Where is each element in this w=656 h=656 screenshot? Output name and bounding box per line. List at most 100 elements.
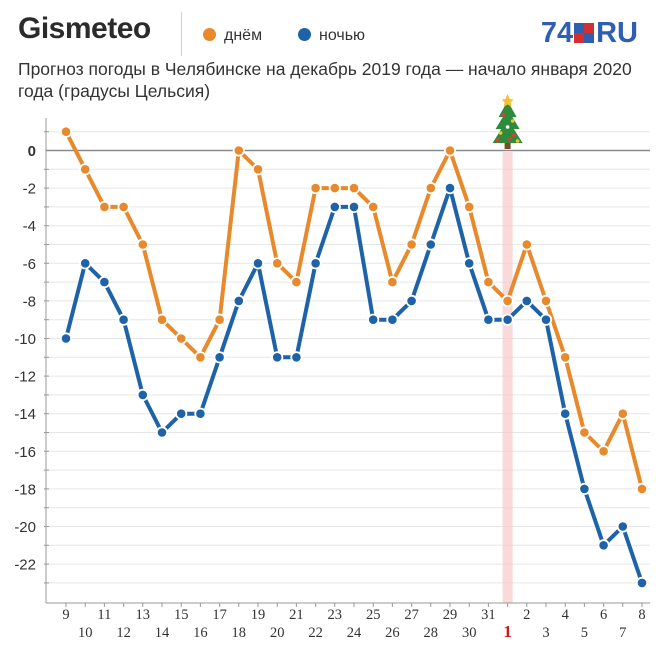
christmas-tree-icon xyxy=(492,94,523,149)
data-point-night xyxy=(635,576,649,590)
y-tick-label: -14 xyxy=(14,406,36,423)
data-point-day xyxy=(309,182,322,195)
x-tick-label: 31 xyxy=(481,607,496,623)
data-point-night xyxy=(424,238,437,251)
data-point-night xyxy=(98,275,111,289)
x-tick-label: 15 xyxy=(174,607,189,623)
tree-ornament xyxy=(510,119,515,123)
data-point-day xyxy=(386,275,399,289)
data-point-night xyxy=(271,351,284,364)
data-point-night xyxy=(155,426,169,439)
header: Gismeteo днём ночью 74 RU xyxy=(0,0,656,58)
data-point-night xyxy=(539,313,553,326)
x-tick-label: 11 xyxy=(97,607,111,623)
x-tick-label: 26 xyxy=(385,625,400,641)
y-tick-label: -6 xyxy=(23,256,36,273)
legend-day-label: днём xyxy=(224,27,263,44)
legend-day-marker-icon xyxy=(203,28,216,41)
data-point-day xyxy=(59,125,73,138)
y-tick-label: -22 xyxy=(14,557,36,574)
data-point-night xyxy=(79,257,92,270)
y-tick-label: -18 xyxy=(14,481,36,498)
data-point-night xyxy=(463,257,476,270)
x-tick-label: 22 xyxy=(308,625,323,641)
data-point-night xyxy=(117,313,130,326)
data-point-day xyxy=(405,238,418,251)
series-line-night xyxy=(64,186,644,585)
data-point-night xyxy=(213,351,226,364)
header-divider xyxy=(181,12,182,56)
74ru-logo: 74 RU xyxy=(541,17,638,49)
x-tick-label: 21 xyxy=(289,607,304,623)
highlight-layer xyxy=(502,152,513,603)
tree-ornament xyxy=(515,139,520,143)
legend-night-label: ночью xyxy=(319,27,366,44)
data-point-night xyxy=(386,313,399,326)
data-point-night xyxy=(616,520,629,533)
data-point-day xyxy=(79,163,92,176)
x-tick-label: 29 xyxy=(443,607,458,623)
y-tick-label: -4 xyxy=(23,218,36,235)
x-tick-label: 2 xyxy=(523,607,530,623)
tree-star xyxy=(501,94,514,107)
tree-ornament xyxy=(501,113,506,117)
tree-ornament xyxy=(511,133,516,137)
series-layer xyxy=(59,125,649,590)
data-point-day xyxy=(328,182,341,195)
tree-ornament xyxy=(507,137,512,141)
x-tick-label: 27 xyxy=(404,607,419,623)
data-point-night xyxy=(597,539,610,552)
data-point-day xyxy=(232,144,245,157)
x-tick-label: 7 xyxy=(619,625,626,641)
data-point-day xyxy=(290,275,303,289)
y-tick-label: -10 xyxy=(14,331,36,348)
data-point-night xyxy=(405,294,418,307)
x-tick-label: 16 xyxy=(193,625,208,641)
y-tick-label: -2 xyxy=(23,181,36,198)
data-point-day xyxy=(520,238,533,251)
data-point-night xyxy=(559,407,572,420)
x-tick-label: 9 xyxy=(62,607,69,623)
tree-trunk xyxy=(504,143,511,149)
tree-ornament xyxy=(505,125,510,129)
data-point-day xyxy=(578,426,591,439)
x-tick-label: 4 xyxy=(562,607,570,623)
data-point-day xyxy=(367,200,380,213)
x-tick-label: 3 xyxy=(542,625,549,641)
data-point-night xyxy=(194,407,207,420)
y-tick-label: -16 xyxy=(14,444,36,461)
data-point-day xyxy=(117,200,130,213)
x-tick-label: 25 xyxy=(366,607,381,623)
data-point-day xyxy=(175,332,188,345)
x-tick-label: 20 xyxy=(270,625,285,641)
x-tick-label: 14 xyxy=(155,625,170,641)
x-tick-label: 6 xyxy=(600,607,607,623)
data-point-day xyxy=(424,182,437,195)
x-tick-label: 12 xyxy=(116,625,131,641)
x-tick-label: 17 xyxy=(212,607,227,623)
chart-title: Прогноз погоды в Челябинске на декабрь 2… xyxy=(18,59,632,101)
x-tick-label: 5 xyxy=(581,625,588,641)
x-tick-label-highlight: 1 xyxy=(503,622,512,641)
data-point-day xyxy=(251,163,265,176)
data-point-night xyxy=(309,257,322,270)
y-tick-label: -12 xyxy=(14,369,36,386)
data-point-day xyxy=(98,200,111,213)
data-point-day xyxy=(194,351,207,364)
tree-tier xyxy=(492,119,523,143)
data-point-day xyxy=(559,351,572,364)
data-point-night xyxy=(443,182,457,195)
y-tick-label: -20 xyxy=(14,519,36,536)
x-tick-label: 13 xyxy=(136,607,151,623)
x-tick-label: 24 xyxy=(347,625,362,641)
data-point-night xyxy=(347,200,361,213)
data-point-day xyxy=(463,200,476,213)
data-point-day xyxy=(539,294,553,307)
x-tick-label: 8 xyxy=(638,607,645,623)
data-point-day xyxy=(136,238,149,251)
legend-night: ночью xyxy=(298,26,365,46)
data-point-night xyxy=(251,257,265,270)
data-point-night xyxy=(328,200,341,213)
data-point-day xyxy=(155,313,169,326)
legend-day: днём xyxy=(203,26,262,46)
